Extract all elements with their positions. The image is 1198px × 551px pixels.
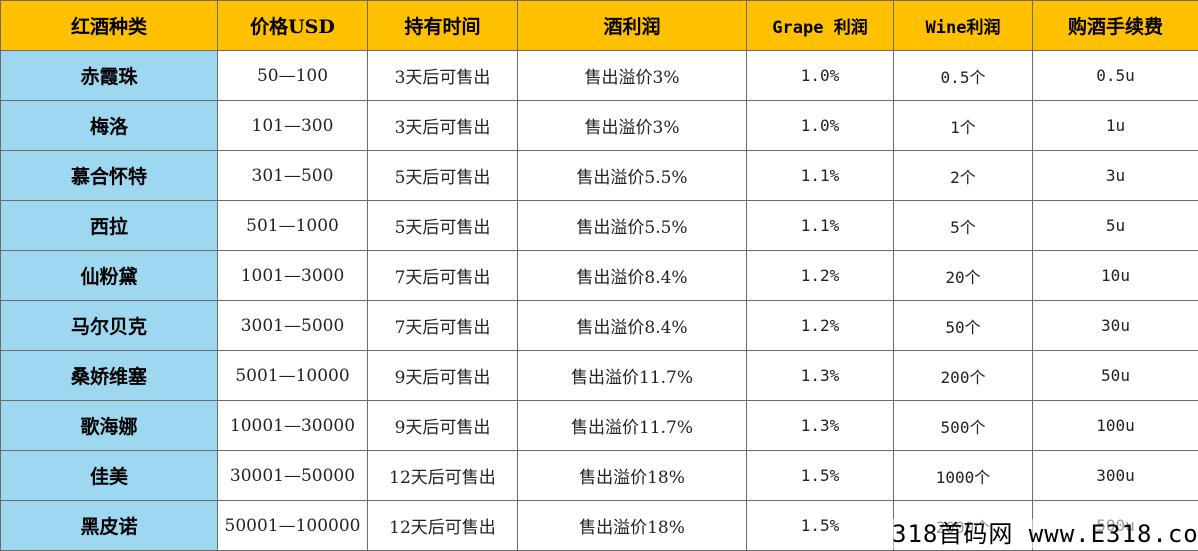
cell-fee: 100u [1032, 400, 1198, 451]
cell-hold-time: 9天后可售出 [367, 350, 518, 401]
cell-price: 301—500 [217, 150, 368, 201]
cell-hold-time: 5天后可售出 [367, 150, 518, 201]
cell-wine-profit: 售出溢价18% [517, 500, 747, 551]
cell-hold-time: 12天后可售出 [367, 450, 518, 501]
cell-hold-time: 12天后可售出 [367, 500, 518, 551]
cell-grape-profit: 1.0% [746, 50, 894, 101]
cell-price: 1001—3000 [217, 250, 368, 301]
cell-price: 5001—10000 [217, 350, 368, 401]
header-hold-time: 持有时间 [367, 0, 518, 51]
table-row: 佳美 30001—50000 12天后可售出 售出溢价18% 1.5% 1000个 300u [0, 450, 1198, 501]
header-price: 价格USD [217, 0, 368, 51]
cell-fee: 0.5u [1032, 50, 1198, 101]
table-row: 梅洛 101—300 3天后可售出 售出溢价3% 1.0% 1个 1u [0, 100, 1198, 151]
cell-price: 101—300 [217, 100, 368, 151]
cell-hold-time: 7天后可售出 [367, 250, 518, 301]
cell-grape-profit: 1.5% [746, 450, 894, 501]
cell-price: 50001—100000 [217, 500, 368, 551]
cell-grape-profit: 1.1% [746, 200, 894, 251]
cell-hold-time: 9天后可售出 [367, 400, 518, 451]
cell-grape-profit: 1.2% [746, 250, 894, 301]
cell-wine-type: 马尔贝克 [0, 300, 218, 351]
cell-wine-profit: 售出溢价3% [517, 100, 747, 151]
cell-hold-time: 3天后可售出 [367, 100, 518, 151]
cell-wine-type: 赤霞珠 [0, 50, 218, 101]
cell-wine-type: 佳美 [0, 450, 218, 501]
cell-grape-profit: 1.3% [746, 400, 894, 451]
cell-wine-type: 桑娇维塞 [0, 350, 218, 401]
table-row: 慕合怀特 301—500 5天后可售出 售出溢价5.5% 1.1% 2个 3u [0, 150, 1198, 201]
cell-wine-reward: 200个 [893, 350, 1033, 401]
cell-wine-profit: 售出溢价8.4% [517, 300, 747, 351]
cell-price: 501—1000 [217, 200, 368, 251]
header-grape-profit: Grape 利润 [746, 0, 894, 51]
cell-price: 50—100 [217, 50, 368, 101]
cell-wine-profit: 售出溢价5.5% [517, 150, 747, 201]
cell-wine-type: 西拉 [0, 200, 218, 251]
table-row: 西拉 501—1000 5天后可售出 售出溢价5.5% 1.1% 5个 5u [0, 200, 1198, 251]
watermark: 318首码网 www.E318.com [892, 519, 1198, 549]
cell-wine-type: 歌海娜 [0, 400, 218, 451]
cell-wine-profit: 售出溢价5.5% [517, 200, 747, 251]
cell-grape-profit: 1.3% [746, 350, 894, 401]
header-wine-profit: 酒利润 [517, 0, 747, 51]
cell-fee: 300u [1032, 450, 1198, 501]
table-row: 歌海娜 10001—30000 9天后可售出 售出溢价11.7% 1.3% 500个 100… [0, 400, 1198, 451]
cell-hold-time: 7天后可售出 [367, 300, 518, 351]
cell-wine-profit: 售出溢价18% [517, 450, 747, 501]
cell-wine-type: 黑皮诺 [0, 500, 218, 551]
header-row: 红酒种类 价格USD 持有时间 酒利润 Grape 利润 Wine利润 购酒手续… [0, 0, 1198, 51]
cell-wine-reward: 1000个 [893, 450, 1033, 501]
cell-wine-profit: 售出溢价11.7% [517, 350, 747, 401]
table-row: 仙粉黛 1001—3000 7天后可售出 售出溢价8.4% 1.2% 20个 10u [0, 250, 1198, 301]
cell-fee: 1u [1032, 100, 1198, 151]
cell-wine-reward: 50个 [893, 300, 1033, 351]
cell-wine-reward: 5个 [893, 200, 1033, 251]
table-row: 桑娇维塞 5001—10000 9天后可售出 售出溢价11.7% 1.3% 200个 50u [0, 350, 1198, 401]
cell-grape-profit: 1.1% [746, 150, 894, 201]
cell-wine-reward: 20个 [893, 250, 1033, 301]
cell-hold-time: 3天后可售出 [367, 50, 518, 101]
header-wine-reward: Wine利润 [893, 0, 1033, 51]
cell-fee: 10u [1032, 250, 1198, 301]
table-row: 赤霞珠 50—100 3天后可售出 售出溢价3% 1.0% 0.5个 0.5u [0, 50, 1198, 101]
cell-wine-profit: 售出溢价8.4% [517, 250, 747, 301]
cell-wine-reward: 1个 [893, 100, 1033, 151]
cell-wine-profit: 售出溢价3% [517, 50, 747, 101]
header-fee: 购酒手续费 [1032, 0, 1198, 51]
cell-hold-time: 5天后可售出 [367, 200, 518, 251]
cell-grape-profit: 1.5% [746, 500, 894, 551]
cell-fee: 50u [1032, 350, 1198, 401]
cell-wine-type: 梅洛 [0, 100, 218, 151]
cell-price: 3001—5000 [217, 300, 368, 351]
cell-fee: 5u [1032, 200, 1198, 251]
table-body: 赤霞珠 50—100 3天后可售出 售出溢价3% 1.0% 0.5个 0.5u 梅洛 101—3… [0, 50, 1198, 551]
header-wine-type: 红酒种类 [0, 0, 218, 51]
cell-fee: 3u [1032, 150, 1198, 201]
cell-fee: 30u [1032, 300, 1198, 351]
cell-grape-profit: 1.0% [746, 100, 894, 151]
table-row: 马尔贝克 3001—5000 7天后可售出 售出溢价8.4% 1.2% 50个 30u [0, 300, 1198, 351]
cell-wine-profit: 售出溢价11.7% [517, 400, 747, 451]
cell-price: 30001—50000 [217, 450, 368, 501]
cell-wine-reward: 500个 [893, 400, 1033, 451]
cell-price: 10001—30000 [217, 400, 368, 451]
cell-wine-type: 慕合怀特 [0, 150, 218, 201]
cell-wine-reward: 0.5个 [893, 50, 1033, 101]
cell-grape-profit: 1.2% [746, 300, 894, 351]
cell-wine-reward: 2个 [893, 150, 1033, 201]
cell-wine-type: 仙粉黛 [0, 250, 218, 301]
